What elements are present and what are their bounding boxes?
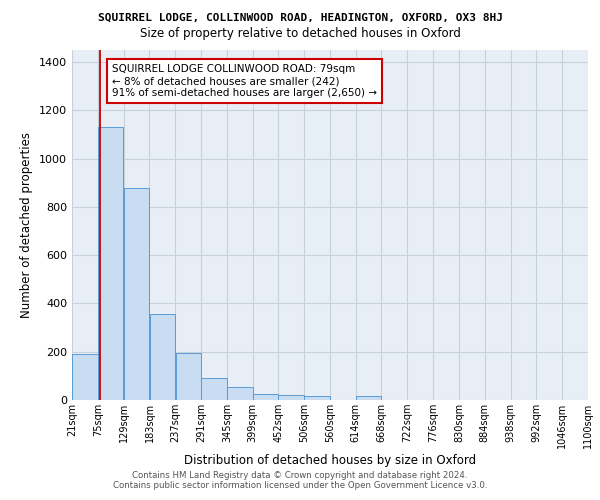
Y-axis label: Number of detached properties: Number of detached properties — [20, 132, 34, 318]
Text: Contains HM Land Registry data © Crown copyright and database right 2024.
Contai: Contains HM Land Registry data © Crown c… — [113, 470, 487, 490]
Bar — [202, 378, 227, 400]
Text: SQUIRREL LODGE COLLINWOOD ROAD: 79sqm
← 8% of detached houses are smaller (242)
: SQUIRREL LODGE COLLINWOOD ROAD: 79sqm ← … — [112, 64, 377, 98]
Bar — [124, 188, 149, 400]
Bar — [176, 354, 201, 400]
Bar — [72, 354, 98, 400]
X-axis label: Distribution of detached houses by size in Oxford: Distribution of detached houses by size … — [184, 454, 476, 466]
Text: Size of property relative to detached houses in Oxford: Size of property relative to detached ho… — [140, 28, 460, 40]
Bar — [98, 127, 124, 400]
Bar — [304, 396, 329, 400]
Bar — [356, 396, 381, 400]
Text: SQUIRREL LODGE, COLLINWOOD ROAD, HEADINGTON, OXFORD, OX3 8HJ: SQUIRREL LODGE, COLLINWOOD ROAD, HEADING… — [97, 12, 503, 22]
Bar — [227, 388, 253, 400]
Bar — [278, 394, 304, 400]
Bar — [150, 314, 175, 400]
Bar — [253, 394, 278, 400]
